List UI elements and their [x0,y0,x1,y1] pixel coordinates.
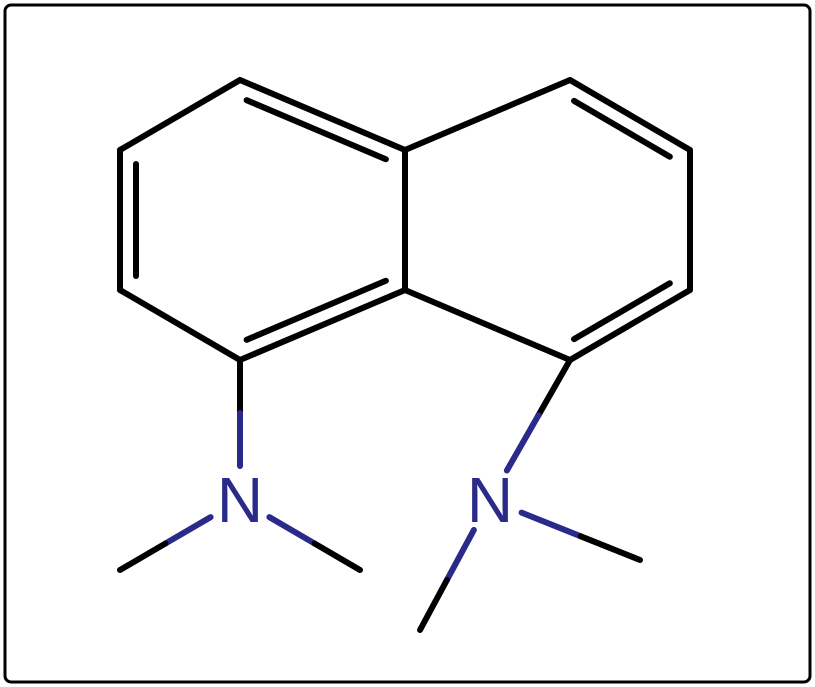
atom-label-n2: N [467,464,513,536]
atom-label-n1: N [217,464,263,536]
canvas-background [0,0,815,687]
molecule-diagram: NN [0,0,815,687]
